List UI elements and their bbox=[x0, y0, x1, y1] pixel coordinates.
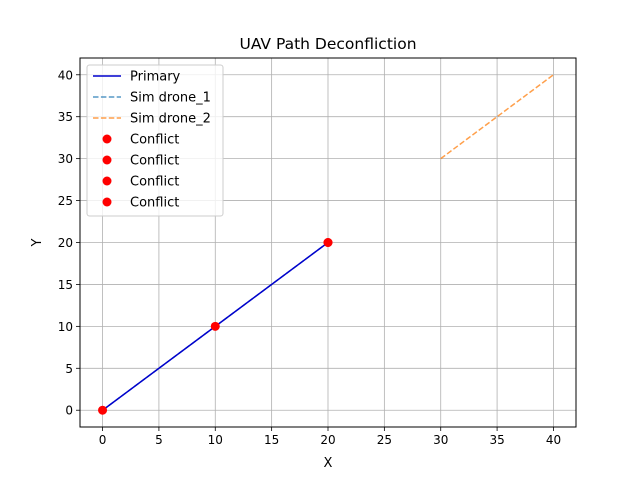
conflict-marker bbox=[210, 321, 220, 331]
legend-marker bbox=[102, 197, 112, 207]
y-tick-label: 0 bbox=[65, 404, 73, 418]
y-tick-label: 5 bbox=[65, 362, 73, 376]
legend-label: Conflict bbox=[130, 196, 179, 211]
y-axis-label: Y bbox=[30, 238, 45, 247]
legend-marker bbox=[102, 155, 112, 165]
legend: Primary Sim drone_1 Sim drone_2 Conflict Con… bbox=[86, 64, 224, 217]
legend-label: Conflict bbox=[130, 133, 179, 148]
y-tick-label: 30 bbox=[58, 152, 73, 166]
legend-label: Conflict bbox=[130, 175, 179, 190]
y-tick-label: 10 bbox=[58, 320, 73, 334]
y-tick-label: 20 bbox=[58, 236, 73, 250]
y-tick-label: 40 bbox=[58, 68, 73, 82]
x-tick-label: 25 bbox=[377, 433, 392, 447]
x-tick-label: 20 bbox=[320, 433, 335, 447]
x-tick-label: 10 bbox=[208, 433, 223, 447]
y-tick-label: 35 bbox=[58, 110, 73, 124]
legend-marker bbox=[102, 176, 112, 186]
axes-frame bbox=[79, 57, 577, 428]
legend-label: Primary bbox=[130, 70, 181, 85]
x-axis-label: X bbox=[324, 456, 333, 471]
x-tick-label: 35 bbox=[489, 433, 504, 447]
x-tick-label: 0 bbox=[99, 433, 107, 447]
legend-label: Sim drone_1 bbox=[130, 91, 211, 106]
x-tick-label: 5 bbox=[155, 433, 163, 447]
conflict-marker bbox=[323, 238, 333, 247]
x-tick-label: 15 bbox=[264, 433, 279, 447]
legend-label: Conflict bbox=[130, 154, 179, 169]
x-tick-label: 40 bbox=[546, 433, 561, 447]
y-tick-label: 15 bbox=[58, 278, 73, 292]
x-tick-label: 30 bbox=[433, 433, 448, 447]
conflict-marker bbox=[98, 405, 108, 415]
y-tick-label: 25 bbox=[58, 194, 73, 208]
ticks: 0 5 10 15 20 25 30 35 40 0 5 10 15 20 25 30 35 40 bbox=[58, 68, 561, 447]
plot-area bbox=[98, 74, 554, 415]
legend-box bbox=[86, 64, 224, 217]
legend-marker bbox=[102, 134, 112, 144]
legend-label: Sim drone_2 bbox=[130, 112, 211, 127]
chart-title: UAV Path Deconfliction bbox=[239, 35, 416, 53]
